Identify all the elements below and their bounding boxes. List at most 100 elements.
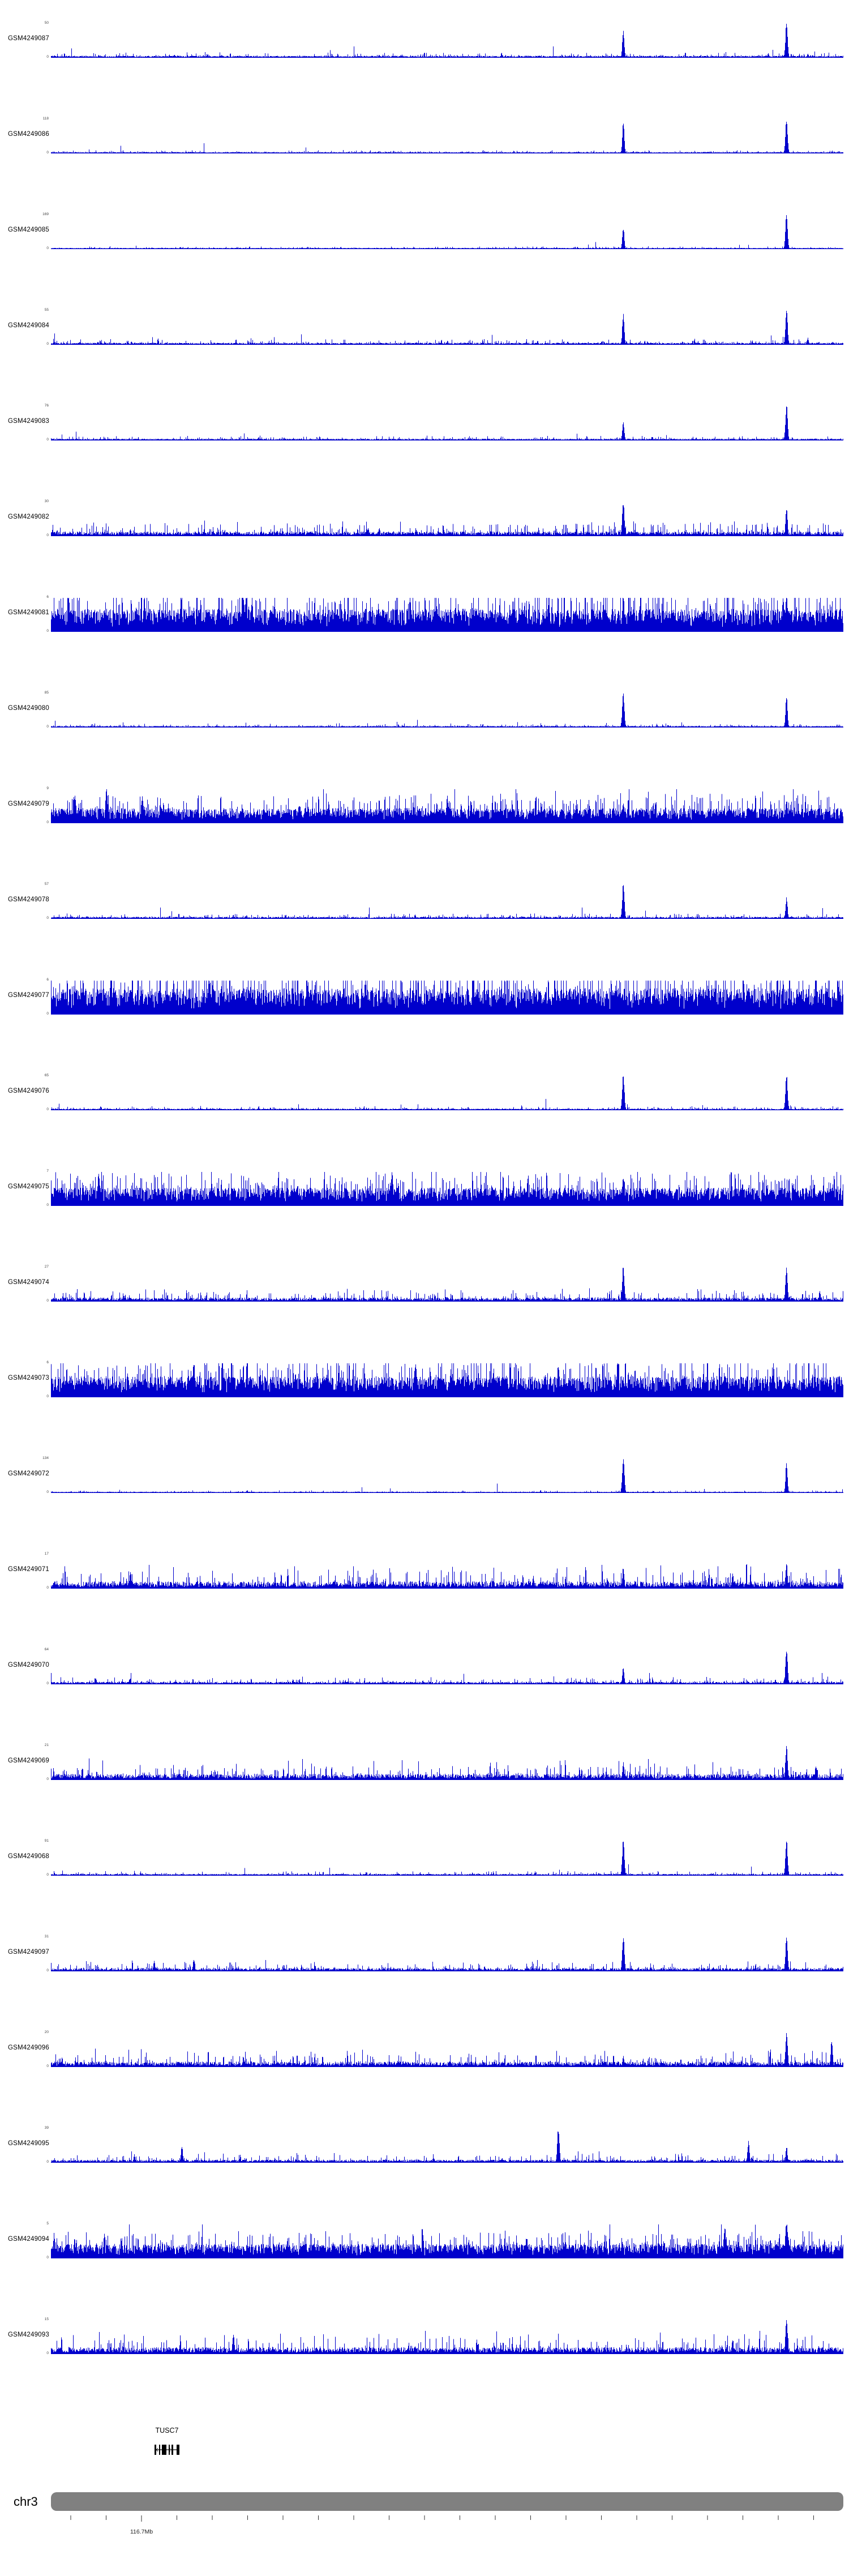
track-row: GSM4249094 5 0 (0, 2219, 849, 2314)
track-row: GSM4249085 169 0 (0, 209, 849, 305)
track-row: GSM4249072 134 0 (0, 1453, 849, 1549)
coverage-track-panel: 39 0 (45, 2126, 843, 2164)
track-yaxis-min: 0 (46, 2351, 49, 2355)
track-row: GSM4249083 76 0 (0, 401, 849, 497)
track-row: GSM4249093 15 0 (0, 2314, 849, 2410)
track-label: GSM4249072 (8, 1470, 49, 1477)
track-label: GSM4249093 (8, 2331, 49, 2338)
track-label: GSM4249071 (8, 1566, 49, 1573)
track-yaxis-min: 0 (46, 725, 49, 729)
track-yaxis-min: 0 (46, 246, 49, 250)
track-row: GSM4249081 6 0 (0, 592, 849, 688)
track-label: GSM4249080 (8, 705, 49, 712)
track-row: GSM4249084 55 0 (0, 305, 849, 401)
track-yaxis-min: 0 (46, 1107, 49, 1111)
track-yaxis-max: 64 (44, 1648, 49, 1651)
coverage-track-panel: 85 0 (45, 691, 843, 729)
track-yaxis-max: 15 (44, 2317, 49, 2321)
coverage-track-panel: 169 0 (42, 212, 843, 250)
track-yaxis-max: 134 (42, 1456, 49, 1460)
track-label: GSM4249095 (8, 2140, 49, 2147)
track-label: GSM4249087 (8, 35, 49, 42)
track-label: GSM4249081 (8, 609, 49, 616)
coverage-track-panel: 17 0 (45, 1552, 843, 1590)
coverage-plot (51, 1564, 843, 1589)
coverage-plot (51, 1076, 843, 1110)
track-label: GSM4249068 (8, 1853, 49, 1860)
track-yaxis-min: 0 (46, 1394, 49, 1398)
coverage-plot (51, 1172, 843, 1206)
coverage-plot (51, 1363, 843, 1397)
track-yaxis-min: 0 (46, 1203, 49, 1207)
track-yaxis-max: 6 (46, 595, 49, 599)
coverage-track-panel: 21 0 (45, 1743, 843, 1781)
track-label: GSM4249070 (8, 1662, 49, 1668)
track-yaxis-min: 0 (46, 1299, 49, 1303)
coverage-track-panel: 50 0 (45, 21, 843, 59)
coverage-plot (51, 1746, 843, 1780)
track-yaxis-max: 7 (46, 1169, 49, 1173)
coverage-plot (51, 121, 843, 153)
track-row: GSM4249071 17 0 (0, 1549, 849, 1645)
track-label: GSM4249076 (8, 1088, 49, 1094)
track-yaxis-max: 31 (44, 1935, 49, 1939)
gene-name-label: TUSC7 (155, 2427, 179, 2434)
coverage-track-panel: 65 0 (45, 1073, 843, 1111)
track-label: GSM4249075 (8, 1183, 49, 1190)
track-label: GSM4249096 (8, 2044, 49, 2051)
track-yaxis-max: 6 (46, 978, 49, 982)
track-row: GSM4249070 64 0 (0, 1645, 849, 1740)
track-yaxis-max: 65 (44, 1073, 49, 1077)
track-row: GSM4249080 85 0 (0, 688, 849, 784)
track-yaxis-max: 20 (44, 2030, 49, 2034)
track-yaxis-max: 21 (44, 1743, 49, 1747)
track-row: GSM4249086 118 0 (0, 114, 849, 209)
track-yaxis-max: 169 (42, 212, 49, 216)
coverage-plot (51, 1268, 843, 1302)
coverage-plot (51, 215, 843, 249)
track-yaxis-min: 0 (46, 1586, 49, 1590)
track-yaxis-min: 0 (46, 151, 49, 155)
track-row: GSM4249078 57 0 (0, 879, 849, 975)
track-yaxis-min: 0 (46, 1777, 49, 1781)
track-row: GSM4249075 7 0 (0, 1166, 849, 1262)
track-label: GSM4249078 (8, 896, 49, 903)
coverage-plot (51, 505, 843, 536)
track-yaxis-min: 0 (46, 438, 49, 442)
track-row: GSM4249068 91 0 (0, 1836, 849, 1932)
coverage-plot (51, 2132, 843, 2163)
track-yaxis-min: 0 (46, 629, 49, 633)
coverage-track-panel: 55 0 (45, 308, 843, 346)
coverage-plot (51, 2033, 843, 2067)
coverage-plot (51, 1651, 843, 1684)
track-yaxis-min: 0 (46, 1969, 49, 1972)
track-yaxis-min: 0 (46, 2160, 49, 2164)
genome-axis-label: 116.7Mb (130, 2528, 153, 2535)
coverage-track-panel: 31 0 (45, 1935, 843, 1972)
coverage-plot (51, 885, 843, 919)
chromosome-label: chr3 (14, 2494, 38, 2509)
track-yaxis-max: 39 (44, 2126, 49, 2130)
track-label: GSM4249097 (8, 1949, 49, 1955)
track-label: GSM4249083 (8, 418, 49, 425)
track-yaxis-max: 5 (46, 2222, 49, 2226)
track-yaxis-min: 0 (46, 533, 49, 537)
track-yaxis-max: 50 (44, 21, 49, 25)
genome-axis-ticks (70, 2515, 814, 2522)
coverage-plot (51, 789, 843, 823)
coverage-plot (51, 694, 843, 728)
coverage-plot (51, 406, 843, 440)
track-row: GSM4249082 30 0 (0, 497, 849, 592)
track-row: GSM4249097 31 0 (0, 1932, 849, 2027)
track-yaxis-min: 0 (46, 1681, 49, 1685)
gene-model (155, 2445, 179, 2455)
track-yaxis-min: 0 (46, 1873, 49, 1877)
track-yaxis-min: 0 (46, 1012, 49, 1016)
coverage-plot (51, 311, 843, 345)
track-label: GSM4249085 (8, 226, 49, 233)
coverage-track-panel: 118 0 (43, 117, 843, 155)
